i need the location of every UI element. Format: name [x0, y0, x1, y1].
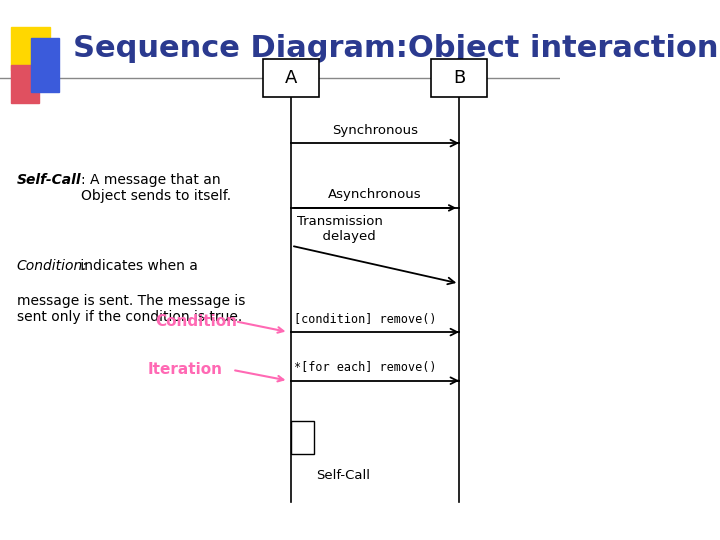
Text: Condition: Condition: [155, 314, 237, 329]
Text: : A message that an
Object sends to itself.: : A message that an Object sends to itse…: [81, 173, 231, 203]
Text: Iteration: Iteration: [148, 362, 222, 377]
Text: message is sent. The message is
sent only if the condition is true.: message is sent. The message is sent onl…: [17, 294, 246, 325]
Text: A: A: [285, 69, 297, 87]
Text: Self-Call: Self-Call: [17, 173, 81, 187]
Text: Synchronous: Synchronous: [332, 124, 418, 137]
Text: indicates when a: indicates when a: [76, 259, 197, 273]
Bar: [31, 38, 59, 92]
Bar: [431, 59, 487, 97]
Text: B: B: [453, 69, 465, 87]
Text: [condition] remove(): [condition] remove(): [294, 313, 436, 326]
Text: Transmission
      delayed: Transmission delayed: [297, 215, 382, 243]
Bar: [12, 27, 50, 70]
Text: Sequence Diagram:Object interaction: Sequence Diagram:Object interaction: [73, 34, 719, 63]
Text: Self-Call: Self-Call: [316, 469, 370, 482]
Text: Condition:: Condition:: [17, 259, 88, 273]
Bar: [291, 421, 314, 454]
Bar: [12, 65, 39, 103]
Text: *[for each] remove(): *[for each] remove(): [294, 361, 436, 374]
Bar: [264, 59, 319, 97]
Text: Asynchronous: Asynchronous: [328, 188, 422, 201]
